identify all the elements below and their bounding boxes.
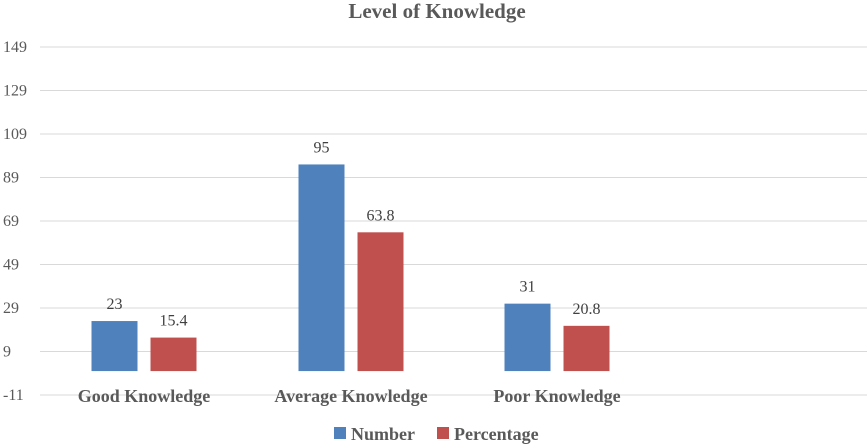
bar-number [91, 321, 138, 372]
category-label: Average Knowledge [274, 386, 427, 406]
bars [91, 164, 610, 372]
y-tick-label: 109 [3, 126, 27, 143]
y-axis-tick-labels: -11 9 29 49 69 89 109 129 149 [3, 39, 27, 404]
y-tick-label: 149 [3, 39, 27, 56]
y-tick-label: 69 [3, 213, 19, 230]
bar-percentage [357, 232, 404, 372]
y-tick-label: -11 [3, 387, 24, 404]
legend: Number Percentage [334, 424, 539, 444]
bar-number [298, 164, 345, 372]
y-tick-label: 9 [3, 344, 11, 361]
legend-swatch [437, 427, 449, 439]
data-label: 31 [520, 279, 536, 296]
data-label: 23 [107, 296, 123, 313]
legend-label: Number [351, 424, 415, 444]
category-label: Poor Knowledge [493, 386, 620, 406]
chart-title: Level of Knowledge [348, 0, 525, 23]
y-tick-label: 29 [3, 300, 19, 317]
bar-percentage [563, 325, 610, 372]
y-tick-label: 89 [3, 170, 19, 187]
bar-number [504, 303, 551, 372]
y-tick-label: 129 [3, 83, 27, 100]
legend-label: Percentage [454, 424, 539, 444]
bar-percentage [150, 337, 197, 372]
category-label: Good Knowledge [78, 386, 211, 406]
data-label: 20.8 [573, 301, 601, 318]
y-tick-label: 49 [3, 257, 19, 274]
data-label: 63.8 [367, 207, 395, 224]
data-label: 15.4 [160, 313, 188, 330]
data-label: 95 [314, 139, 330, 156]
data-labels: 23 15.4 95 63.8 31 20.8 [107, 139, 601, 329]
legend-swatch [334, 427, 346, 439]
category-labels: Good Knowledge Average Knowledge Poor Know… [78, 386, 621, 406]
